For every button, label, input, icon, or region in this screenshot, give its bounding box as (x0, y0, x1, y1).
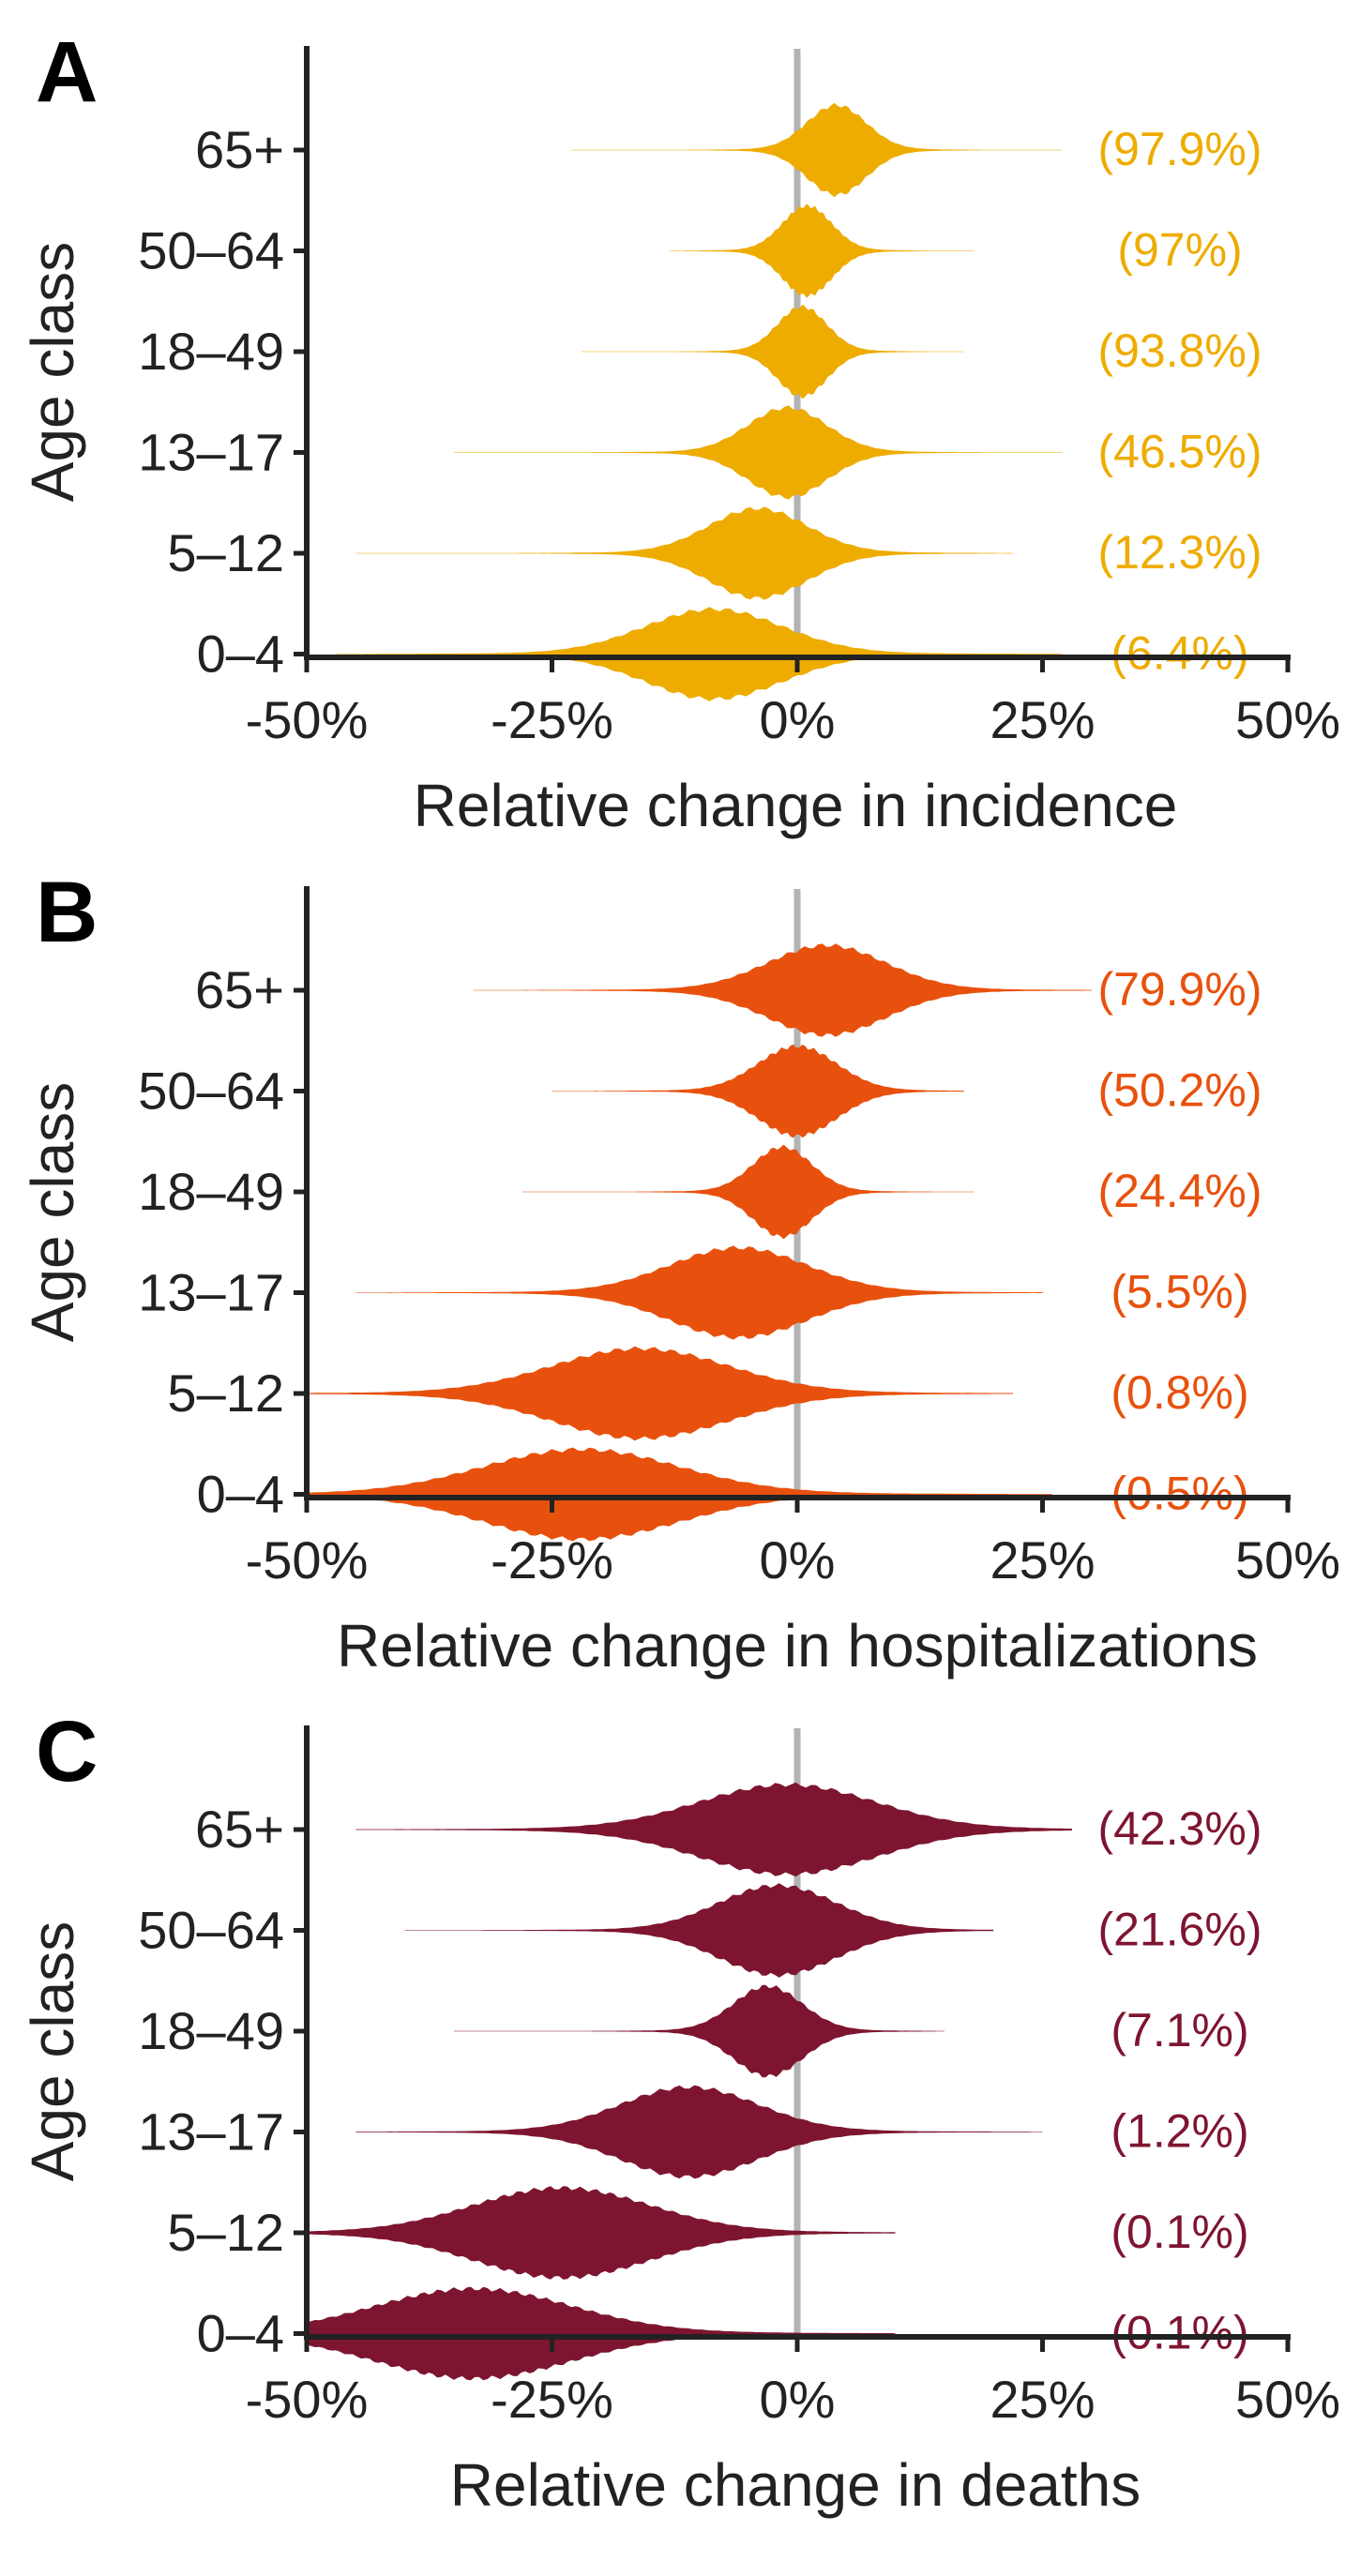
x-tick-label: 0% (760, 1530, 836, 1589)
violin-4 (355, 506, 1014, 600)
y-tick-label: 50–64 (138, 221, 284, 280)
panel-letter: A (36, 24, 98, 120)
panel-c: (42.3%) 65+ (21.6%) 50–64 (7.1%) 18–49 (1.2%) 1… (19, 1704, 1340, 2519)
violin-4 (307, 2186, 896, 2280)
violin-annotation: (46.5%) (1097, 426, 1262, 478)
violin-annotation: (79.9%) (1097, 963, 1262, 1016)
violin-3 (355, 2085, 1043, 2179)
violin-annotation: (0.1%) (1111, 2307, 1248, 2359)
y-tick-label: 0–4 (197, 1465, 284, 1524)
y-tick-label: 18–49 (138, 2001, 284, 2060)
x-tick-label: -50% (246, 1530, 369, 1589)
violin-annotation: (93.8%) (1097, 324, 1262, 377)
x-tick-label: 50% (1235, 1530, 1340, 1589)
y-tick-label: 0–4 (197, 625, 284, 684)
violin-annotation: (24.4%) (1097, 1165, 1262, 1217)
violin-annotation: (12.3%) (1097, 526, 1262, 579)
y-tick-label: 65+ (195, 120, 284, 179)
x-axis-label: Relative change in incidence (414, 772, 1178, 839)
x-tick-label: -25% (491, 2370, 613, 2429)
x-axis-label: Relative change in deaths (450, 2451, 1141, 2519)
y-tick-label: 5–12 (167, 2203, 284, 2262)
violin-5 (307, 1447, 1052, 1542)
y-tick-label: 50–64 (138, 1901, 284, 1960)
x-tick-label: -50% (246, 2370, 369, 2429)
violin-0 (355, 1782, 1072, 1877)
violin-3 (453, 405, 1063, 500)
violin-annotation: (50.2%) (1097, 1064, 1262, 1117)
x-tick-label: 25% (990, 1530, 1095, 1589)
y-tick-label: 50–64 (138, 1062, 284, 1121)
violin-4 (307, 1346, 1014, 1441)
y-tick-label: 13–17 (138, 2102, 284, 2162)
panel-letter: C (36, 1704, 98, 1800)
violin-annotation: (5.5%) (1111, 1266, 1248, 1318)
x-tick-label: 25% (990, 2370, 1095, 2429)
x-axis-label: Relative change in hospitalizations (337, 1612, 1258, 1680)
panel-b: (79.9%) 65+ (50.2%) 50–64 (24.4%) 18–49 (5.5%)… (19, 865, 1340, 1680)
y-tick-label: 13–17 (138, 1263, 284, 1322)
violin-annotation: (0.1%) (1111, 2206, 1248, 2258)
x-tick-label: -25% (491, 690, 613, 749)
y-tick-label: 5–12 (167, 1363, 284, 1423)
violin-annotation: (6.4%) (1111, 627, 1248, 680)
violin-1 (404, 1883, 994, 1978)
violin-0 (473, 943, 1092, 1037)
x-tick-label: 0% (760, 2370, 836, 2429)
violin-annotation: (97.9%) (1097, 123, 1262, 175)
x-tick-label: 25% (990, 690, 1095, 749)
panel-a: (97.9%) 65+ (97%) 50–64 (93.8%) 18–49 (46.5%) 1… (19, 24, 1340, 839)
y-tick-label: 0–4 (197, 2304, 284, 2363)
x-tick-label: 0% (760, 690, 836, 749)
violin-2 (522, 1144, 975, 1240)
y-axis-label: Age class (19, 1082, 86, 1342)
x-tick-label: -25% (491, 1530, 613, 1589)
violin-annotation: (97%) (1117, 224, 1242, 277)
violin-annotation: (0.8%) (1111, 1366, 1248, 1419)
violin-1 (670, 203, 975, 298)
panel-letter: B (36, 865, 98, 960)
violin-0 (571, 102, 1063, 198)
violin-2 (581, 304, 964, 399)
y-tick-label: 5–12 (167, 523, 284, 582)
y-tick-label: 65+ (195, 1800, 284, 1859)
y-tick-label: 13–17 (138, 423, 284, 482)
violin-5 (307, 2286, 896, 2381)
y-axis-label: Age class (19, 1921, 86, 2181)
x-tick-label: 50% (1235, 2370, 1340, 2429)
y-axis-label: Age class (19, 242, 86, 502)
violin-annotation: (21.6%) (1097, 1904, 1262, 1956)
violin-annotation: (42.3%) (1097, 1802, 1262, 1855)
violin-1 (552, 1044, 964, 1138)
violin-2 (453, 1984, 944, 2078)
violin-5 (336, 607, 1063, 701)
x-tick-label: 50% (1235, 690, 1340, 749)
violin-3 (355, 1245, 1043, 1340)
violin-annotation: (0.5%) (1111, 1468, 1248, 1520)
y-tick-label: 18–49 (138, 1162, 284, 1221)
violin-annotation: (7.1%) (1111, 2004, 1248, 2056)
y-tick-label: 18–49 (138, 322, 284, 381)
violin-annotation: (1.2%) (1111, 2105, 1248, 2158)
x-tick-label: -50% (246, 690, 369, 749)
y-tick-label: 65+ (195, 960, 284, 1019)
